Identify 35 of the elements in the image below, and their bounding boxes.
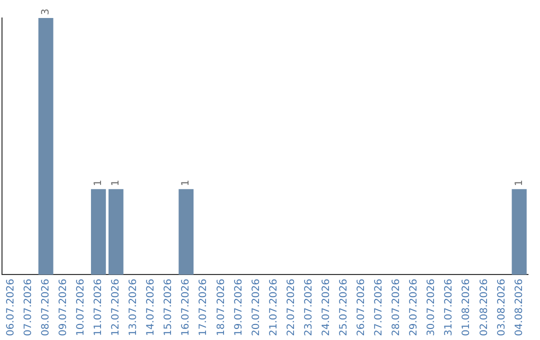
x-tick-label: 01.08.2026 (461, 278, 472, 336)
data-label: 1 (514, 180, 525, 186)
x-tick-label: 06.07.2026 (5, 278, 16, 336)
x-tick-label: 24.07.2026 (320, 278, 332, 336)
x-tick-label: 12.07.2026 (110, 278, 122, 336)
x-tick-label: 11.07.2026 (93, 278, 104, 336)
data-label: 1 (180, 180, 192, 186)
data-label: 3 (40, 8, 52, 15)
x-tick-label: 27.07.2026 (374, 278, 385, 336)
x-tick-label: 15.07.2026 (163, 278, 174, 336)
x-tick-label: 18.07.2026 (216, 278, 227, 336)
x-tick-label: 31.07.2026 (444, 278, 455, 336)
x-tick-label: 07.07.2026 (22, 278, 34, 336)
x-tick-label: 28.07.2026 (391, 278, 402, 336)
x-tick-label: 02.08.2026 (478, 278, 490, 336)
x-tick-label: 08.07.2026 (40, 278, 52, 336)
x-tick-label: 03.08.2026 (496, 278, 508, 336)
x-tick-label: 30.07.2026 (426, 278, 438, 336)
x-tick-label: 20.07.2026 (250, 278, 262, 336)
x-tick-label: 25.07.2026 (338, 278, 350, 336)
x-tick-label: 17.07.2026 (198, 278, 210, 336)
x-tick-label: 09.07.2026 (58, 278, 69, 336)
x-tick-label: 10.07.2026 (75, 278, 86, 336)
x-tick-label: 22.07.2026 (286, 278, 297, 336)
x-tick-label: 21.07.2026 (268, 278, 280, 336)
x-tick-label: 14.07.2026 (146, 278, 157, 336)
data-label: 1 (93, 180, 104, 186)
x-tick-label: 23.07.2026 (303, 278, 314, 336)
x-tick-label: 13.07.2026 (128, 278, 140, 336)
x-tick-label: 29.07.2026 (408, 278, 420, 336)
x-tick-label: 26.07.2026 (356, 278, 368, 336)
x-tick-label: 19.07.2026 (233, 278, 244, 336)
data-label: 1 (110, 180, 122, 186)
x-tick-label: 16.07.2026 (180, 278, 192, 336)
x-tick-label: 04.08.2026 (514, 278, 525, 336)
